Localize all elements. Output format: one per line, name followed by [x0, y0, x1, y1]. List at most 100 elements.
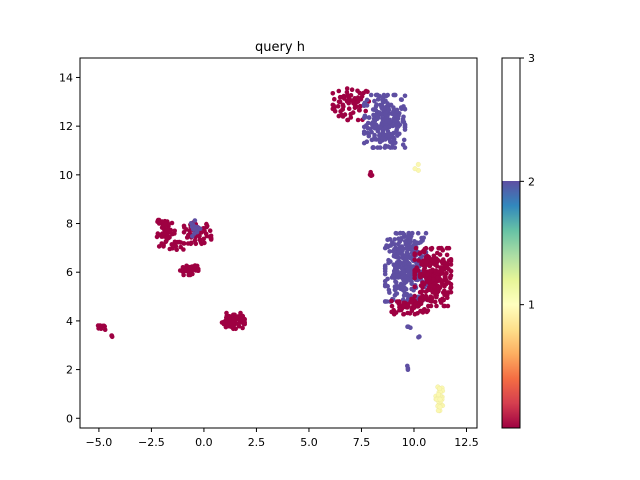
scatter-point	[448, 258, 454, 264]
scatter-point	[385, 133, 391, 138]
scatter-point	[369, 137, 375, 143]
scatter-point	[409, 296, 414, 302]
scatter-point	[374, 137, 379, 142]
scatter-point	[385, 92, 391, 98]
scatter-point	[436, 269, 441, 275]
scatter-point	[412, 305, 417, 310]
scatter-point	[382, 278, 388, 284]
scatter-point	[348, 115, 354, 120]
scatter-point	[408, 254, 413, 260]
scatter-point	[182, 225, 187, 230]
scatter-point	[412, 293, 418, 299]
scatter-point	[181, 230, 187, 235]
scatter-point	[204, 221, 209, 227]
scatter-point	[382, 271, 388, 277]
scatter-point	[405, 310, 410, 316]
scatter-point	[398, 236, 404, 241]
scatter-point	[423, 245, 429, 251]
scatter-point	[239, 317, 245, 322]
scatter-point	[368, 173, 374, 178]
colorbar-tick-label: 2	[528, 175, 535, 188]
scatter-point	[186, 269, 191, 274]
scatter-point	[156, 244, 162, 249]
scatter-point	[402, 303, 407, 308]
scatter-point	[405, 234, 411, 239]
scatter-point	[345, 92, 350, 98]
scatter-point	[191, 226, 197, 231]
colorbar-tick-label: 1	[528, 299, 535, 312]
colorbar-gradient	[502, 181, 520, 428]
scatter-point	[448, 281, 454, 287]
scatter-point	[406, 301, 411, 307]
scatter-point	[395, 273, 400, 279]
scatter-point	[429, 257, 434, 262]
scatter-point	[409, 233, 414, 239]
scatter-point	[362, 100, 368, 106]
scatter-point	[432, 299, 438, 305]
scatter-point	[377, 139, 383, 145]
scatter-point	[391, 262, 397, 268]
scatter-point	[402, 123, 408, 128]
scatter-point	[400, 142, 406, 147]
scatter-point	[412, 257, 418, 263]
scatter-point	[342, 112, 348, 117]
scatter-point	[174, 247, 179, 252]
scatter-point	[405, 267, 411, 273]
scatter-point	[417, 289, 423, 295]
scatter-point	[406, 270, 412, 276]
scatter-point	[400, 283, 405, 289]
scatter-point	[395, 131, 400, 137]
scatter-point	[363, 88, 369, 94]
scatter-point	[417, 272, 423, 278]
scatter-point	[240, 325, 245, 331]
scatter-point	[426, 303, 431, 309]
scatter-point	[412, 166, 418, 172]
scatter-point	[415, 230, 421, 236]
scatter-point	[390, 273, 396, 278]
scatter-point	[208, 233, 214, 239]
scatter-point	[330, 91, 336, 96]
scatter-point	[358, 104, 363, 109]
y-tick-label: 8	[66, 218, 73, 231]
scatter-point	[355, 99, 361, 104]
scatter-point	[233, 326, 238, 332]
scatter-point	[156, 217, 162, 223]
scatter-point	[440, 278, 446, 283]
scatter-point	[186, 232, 191, 238]
scatter-point	[407, 277, 413, 283]
scatter-point	[195, 268, 200, 273]
scatter-point	[415, 311, 420, 316]
x-tick-label: 10.0	[402, 436, 427, 449]
scatter-point	[197, 226, 203, 231]
scatter-point	[424, 296, 429, 301]
scatter-point	[192, 238, 198, 243]
scatter-point	[385, 244, 391, 250]
scatter-point	[344, 86, 350, 91]
scatter-point	[398, 307, 404, 313]
scatter-point	[448, 275, 453, 281]
scatter-point	[442, 292, 447, 298]
scatter-point	[436, 286, 442, 292]
x-axis: −5.0 −2.5 0.0 2.5 5.0 7.5 10.0 12.5	[86, 428, 479, 449]
y-tick-label: 4	[66, 315, 73, 328]
scatter-point	[229, 324, 235, 330]
scatter-point	[415, 304, 421, 309]
scatter-point	[196, 233, 202, 239]
scatter-point	[340, 107, 346, 112]
scatter-point	[332, 108, 338, 114]
scatter-point	[373, 125, 378, 131]
scatter-point	[340, 95, 346, 100]
scatter-point	[172, 231, 177, 236]
scatter-point	[422, 249, 427, 255]
scatter-point	[429, 295, 435, 300]
scatter-point	[404, 291, 410, 297]
scatter-point	[440, 248, 446, 253]
x-tick-label: 5.0	[300, 436, 318, 449]
scatter-point	[355, 117, 361, 123]
scatter-point	[354, 104, 359, 109]
scatter-point	[418, 283, 424, 288]
scatter-point	[443, 271, 449, 277]
plot-frame	[79, 57, 478, 429]
scatter-point	[382, 264, 388, 269]
scatter-point	[429, 283, 435, 289]
